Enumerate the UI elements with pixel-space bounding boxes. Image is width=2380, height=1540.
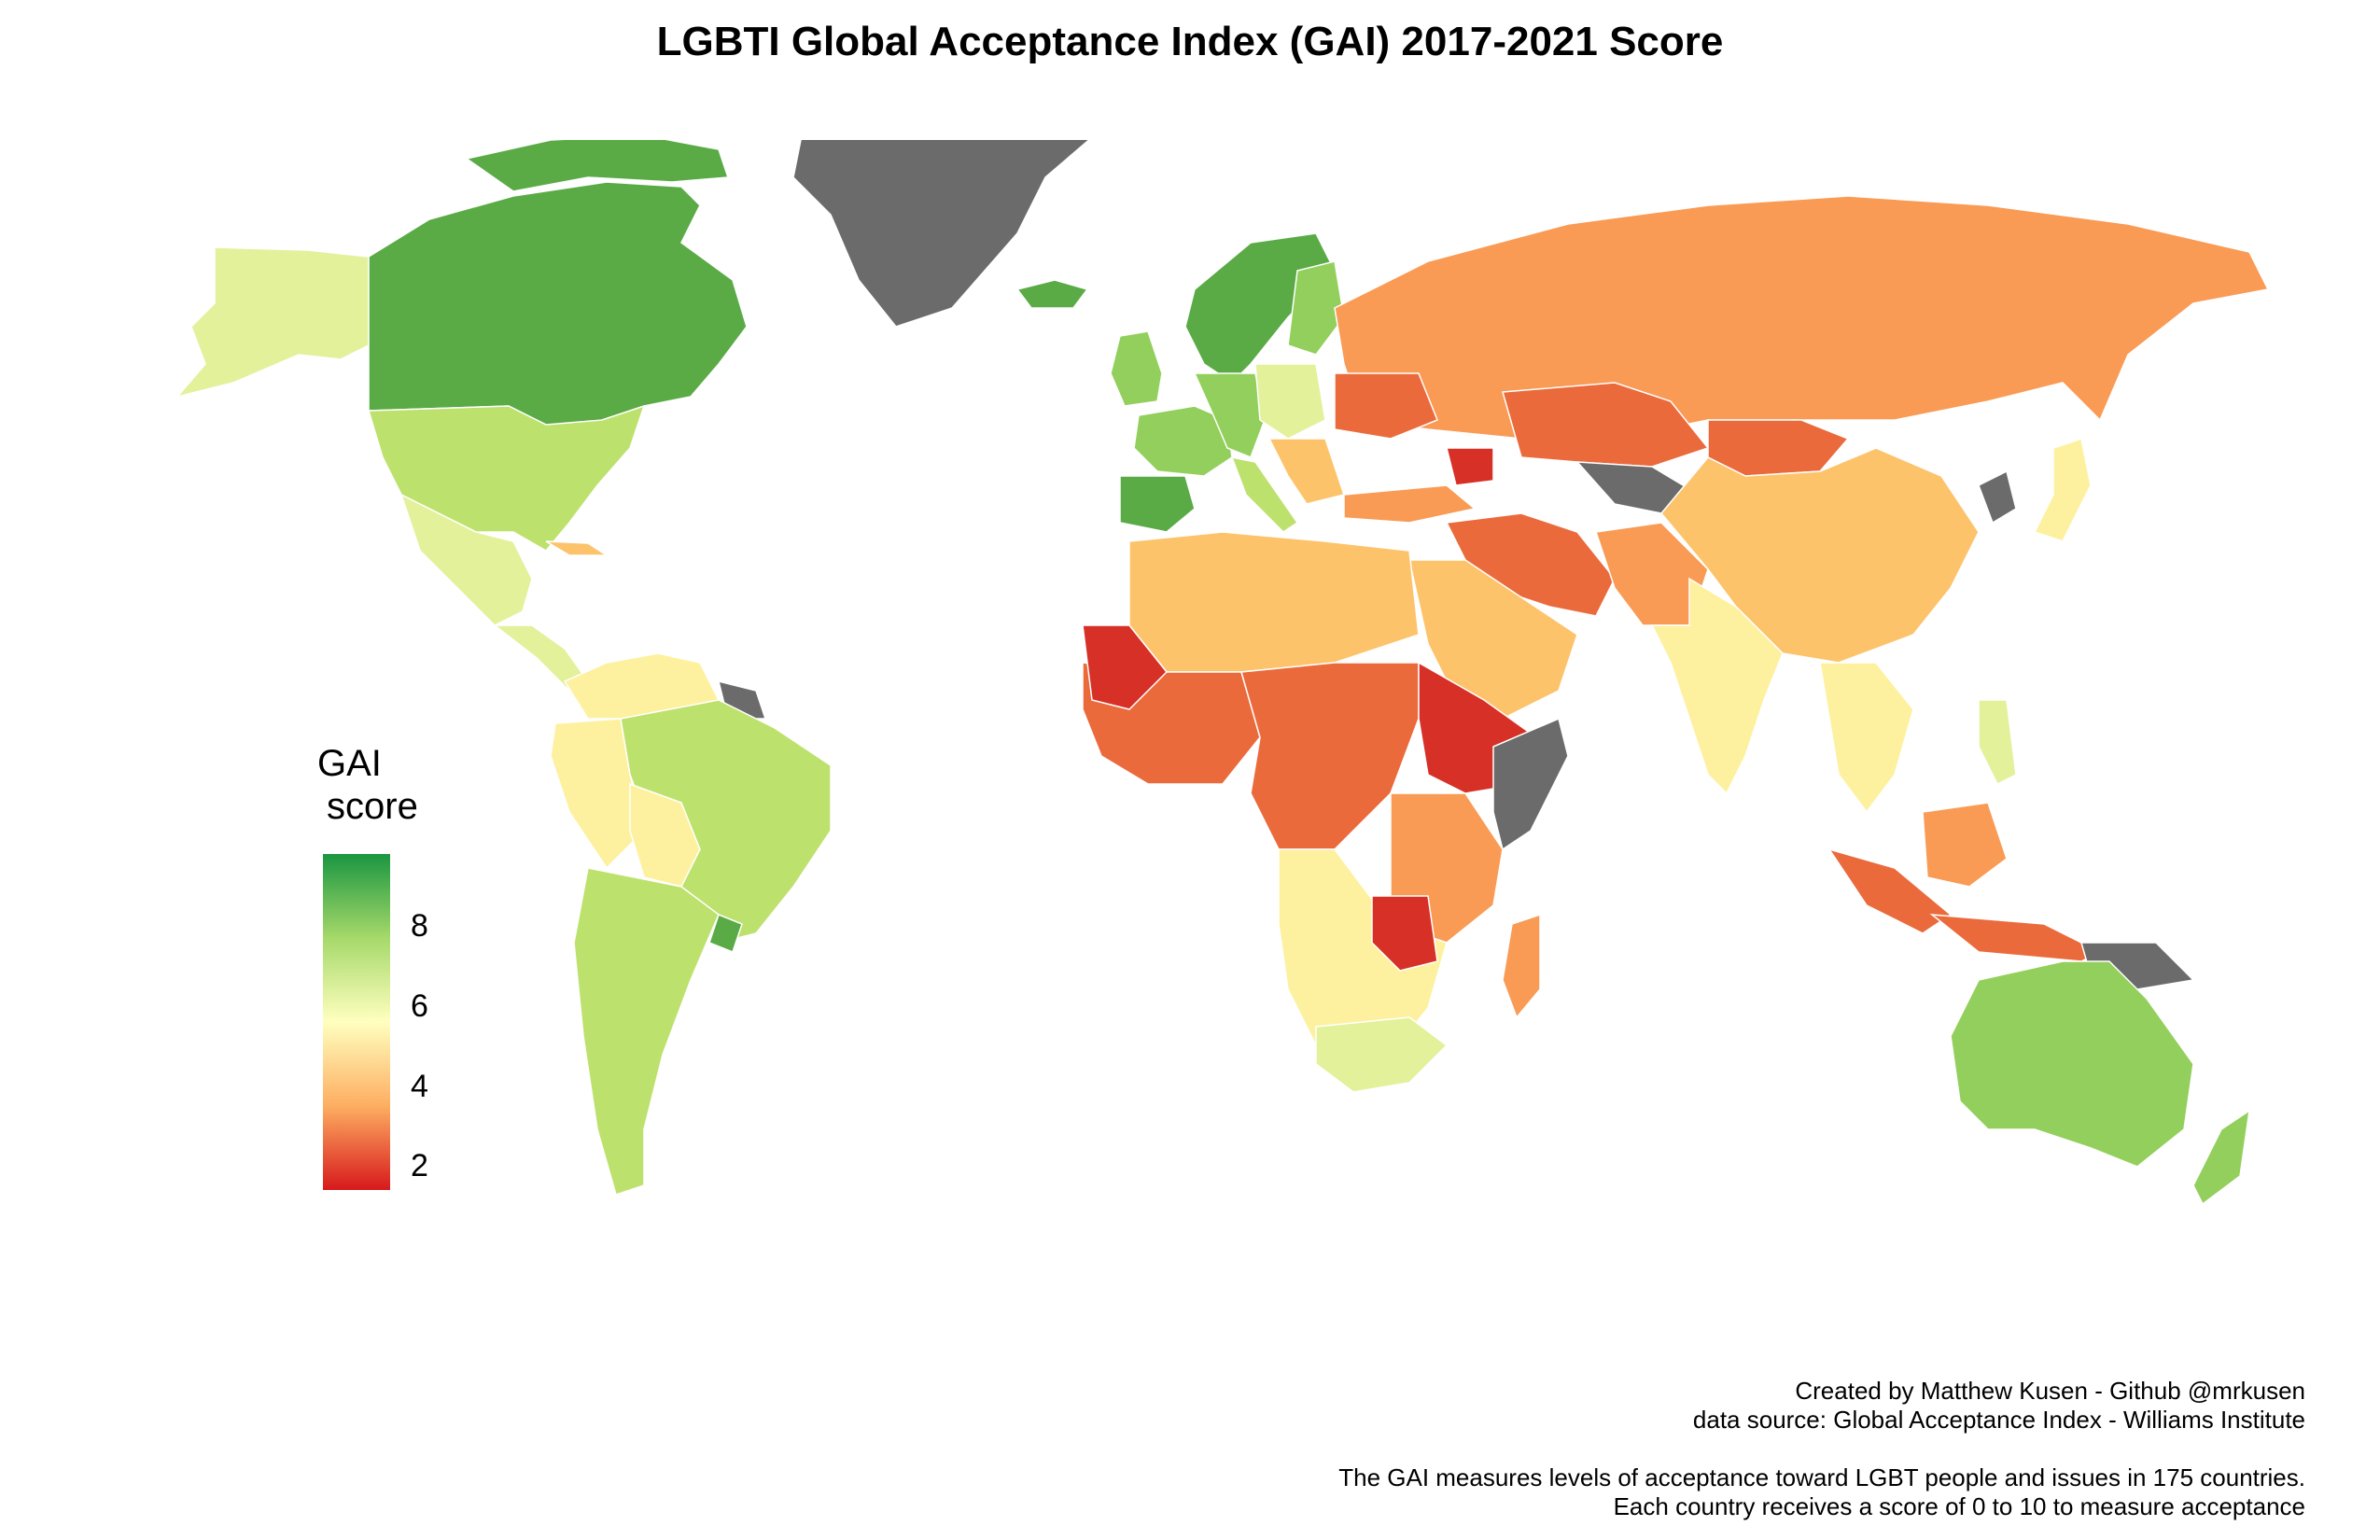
- region-usa: [368, 404, 646, 552]
- legend-tick-mark: [390, 925, 403, 928]
- region-iceland: [1015, 279, 1089, 309]
- region-uruguay: [708, 914, 743, 953]
- region-mexico: [399, 493, 533, 626]
- legend-color-bar: [323, 854, 390, 1190]
- caption-source: data source: Global Acceptance Index - W…: [1692, 1406, 2305, 1434]
- region-borneo: [1922, 802, 2008, 888]
- region-uk-ireland: [1110, 330, 1163, 407]
- region-southeast-asia: [1819, 662, 1914, 814]
- region-japan: [2033, 438, 2092, 542]
- legend-title: GAI score: [317, 742, 418, 828]
- region-turkey: [1343, 484, 1477, 524]
- region-indonesia-east: [1929, 914, 2102, 962]
- region-greenland: [792, 140, 1090, 328]
- chart-title: LGBTI Global Acceptance Index (GAI) 2017…: [656, 19, 1724, 64]
- region-finland: [1287, 260, 1345, 356]
- region-cuba: [545, 540, 609, 556]
- region-canada-arctic-islands: [465, 140, 730, 192]
- region-russia: [1334, 195, 2270, 440]
- region-alaska: [175, 246, 370, 399]
- legend: GAI score 8 6 4 2: [317, 742, 428, 1190]
- region-madagascar: [1502, 913, 1541, 1019]
- region-somalia: [1492, 717, 1569, 851]
- caption-description-1: The GAI measures levels of acceptance to…: [1338, 1463, 2305, 1491]
- region-new-zealand: [2192, 1109, 2250, 1206]
- region-central-africa: [1240, 662, 1420, 850]
- region-italy: [1230, 455, 1299, 533]
- region-arabia: [1408, 559, 1578, 720]
- legend-tick-label: 2: [411, 1148, 428, 1184]
- region-central-europe: [1254, 363, 1326, 440]
- region-caucasus: [1446, 447, 1494, 486]
- legend-title-line1: GAI: [317, 743, 382, 784]
- region-australia: [1950, 960, 2194, 1168]
- region-argentina-chile: [573, 867, 720, 1196]
- region-north-africa: [1128, 531, 1420, 673]
- legend-tick-label: 4: [411, 1068, 428, 1104]
- legend-tick-label: 8: [411, 908, 428, 945]
- caption-credit: Created by Matthew Kusen - Github @mrkus…: [1795, 1377, 2305, 1405]
- region-korea: [1978, 469, 2017, 525]
- legend-tick-mark: [390, 1165, 403, 1168]
- world-choropleth-map: [175, 140, 2270, 1206]
- region-balkans: [1267, 438, 1345, 505]
- region-philippines: [1978, 699, 2017, 786]
- legend-tick-mark: [390, 1004, 403, 1007]
- region-kazakhstan: [1502, 382, 1710, 468]
- region-ukraine-belarus: [1334, 372, 1438, 440]
- credit-caption: Created by Matthew Kusen - Github @mrkus…: [1693, 1377, 2305, 1435]
- caption-description-2: Each country receives a score of 0 to 10…: [1613, 1492, 2305, 1520]
- region-germany-alps: [1193, 372, 1266, 458]
- region-india: [1650, 577, 1784, 795]
- region-south-africa: [1315, 1016, 1449, 1093]
- legend-tick-label: 6: [411, 987, 428, 1024]
- region-indonesia-west: [1827, 847, 1953, 934]
- region-mauritania-mali: [1082, 624, 1169, 710]
- legend-title-line2: score: [327, 786, 418, 827]
- region-iberia: [1119, 475, 1196, 533]
- region-zimbabwe-zambia: [1371, 895, 1438, 972]
- description-caption: The GAI measures levels of acceptance to…: [1338, 1463, 2305, 1521]
- region-france-benelux: [1133, 405, 1233, 477]
- legend-tick-mark: [390, 1085, 403, 1087]
